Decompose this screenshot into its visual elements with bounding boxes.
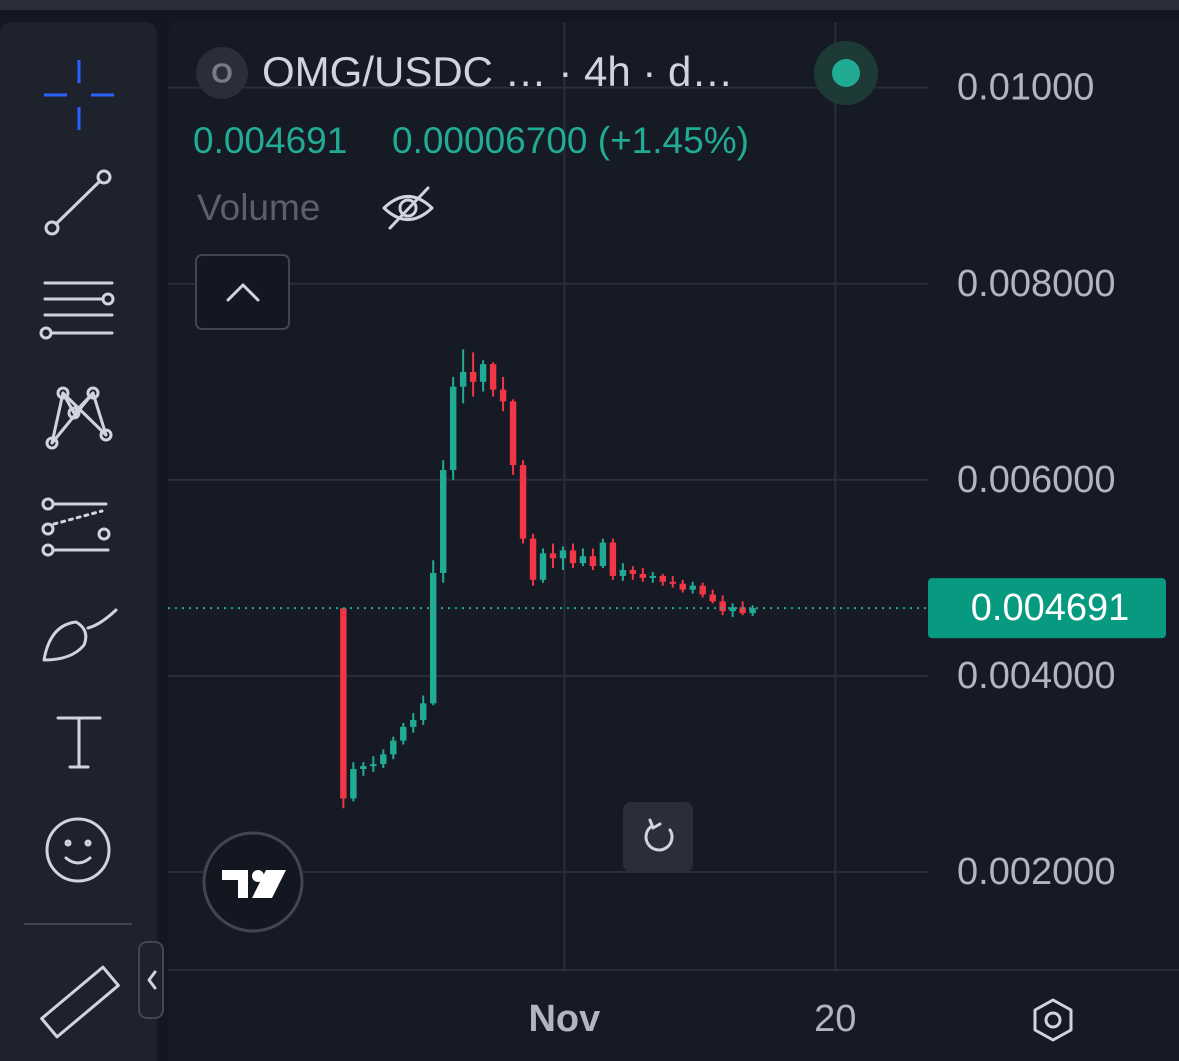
candle-body bbox=[639, 573, 647, 578]
chart-panel bbox=[168, 22, 1179, 1061]
price-tag bbox=[928, 578, 1166, 639]
candle-body bbox=[519, 465, 527, 539]
prediction-tool[interactable] bbox=[41, 497, 111, 557]
hide-indicator[interactable] bbox=[382, 186, 434, 230]
candle-body bbox=[669, 581, 676, 584]
collapse-legend[interactable] bbox=[195, 254, 290, 330]
candle-body bbox=[370, 764, 377, 767]
candle-body bbox=[749, 608, 756, 614]
price-tag-label: 0.004691 bbox=[971, 587, 1130, 629]
candle-body bbox=[380, 754, 387, 765]
candle-body bbox=[420, 703, 427, 721]
collapse-arrow bbox=[147, 970, 157, 990]
candle-body bbox=[549, 553, 557, 559]
chevron-up bbox=[226, 283, 260, 302]
x-tick-label: Nov bbox=[528, 998, 600, 1040]
y-tick-label: 0.01000 bbox=[957, 67, 1094, 109]
candle-body bbox=[569, 550, 577, 564]
price-change: 0.00006700 (+1.45%) bbox=[392, 120, 749, 161]
tv-logo-mark bbox=[222, 870, 286, 898]
candle-body bbox=[430, 572, 437, 704]
symbol-logo-text: O bbox=[211, 57, 233, 88]
text-tool[interactable] bbox=[56, 716, 102, 769]
candle-body bbox=[400, 726, 407, 741]
candle-body bbox=[340, 608, 347, 799]
candle-body bbox=[599, 542, 607, 567]
y-tick-label: 0.002000 bbox=[957, 851, 1116, 893]
candle-body bbox=[449, 386, 457, 471]
candle-body bbox=[479, 364, 487, 382]
candle-body bbox=[360, 766, 367, 770]
candle-body bbox=[659, 575, 666, 582]
candle-body bbox=[709, 594, 716, 602]
candle-body bbox=[589, 556, 597, 567]
candle-body bbox=[579, 556, 587, 564]
candle-body bbox=[390, 740, 397, 755]
pattern-tool[interactable] bbox=[45, 386, 113, 450]
candle-body bbox=[539, 553, 547, 580]
indicator-name[interactable]: Volume bbox=[197, 187, 320, 228]
ruler-tool[interactable] bbox=[40, 965, 120, 1039]
settings-button[interactable] bbox=[1033, 998, 1073, 1042]
last-price: 0.004691 bbox=[193, 120, 347, 161]
tv-logo-dot bbox=[252, 870, 264, 882]
toolbar bbox=[0, 22, 157, 1061]
candle-body bbox=[439, 470, 447, 573]
fib-tool[interactable] bbox=[39, 281, 115, 340]
top-bar bbox=[0, 0, 1179, 10]
candle-body bbox=[609, 542, 617, 576]
candle-body bbox=[489, 364, 497, 390]
candle-body bbox=[729, 607, 736, 612]
candle-body bbox=[410, 720, 417, 727]
symbol-logo bbox=[196, 47, 248, 99]
candle-body bbox=[619, 570, 627, 576]
candle-body bbox=[719, 601, 726, 612]
candle-body bbox=[649, 575, 657, 578]
candle-body bbox=[350, 769, 357, 799]
candle-body bbox=[699, 585, 706, 595]
tv-logo[interactable] bbox=[202, 831, 304, 933]
reset-button[interactable] bbox=[623, 802, 693, 872]
y-tick-label: 0.008000 bbox=[957, 263, 1116, 305]
settings-icon bbox=[1044, 1011, 1062, 1029]
y-tick-label: 0.006000 bbox=[957, 459, 1116, 501]
candle-body bbox=[499, 389, 507, 402]
reset-icon bbox=[644, 818, 674, 852]
symbol-title[interactable]: OMG/USDC … · 4h · d… bbox=[262, 48, 733, 95]
y-tick-label: 0.004000 bbox=[957, 655, 1116, 697]
crosshair-tool[interactable] bbox=[44, 60, 114, 130]
x-tick-label: 20 bbox=[814, 998, 856, 1040]
trendline-tool[interactable] bbox=[44, 169, 112, 236]
candle-body bbox=[559, 550, 567, 559]
candle-body bbox=[689, 585, 696, 590]
plot: 0.01000 0.008000 0.006000 0.004000 0.002000 N… bbox=[168, 22, 1179, 1040]
candle-body bbox=[529, 538, 537, 580]
candle-body bbox=[739, 607, 746, 614]
emoji-tool[interactable] bbox=[45, 817, 111, 883]
candle-body bbox=[469, 371, 477, 382]
collapse-toolbar[interactable] bbox=[138, 941, 164, 1019]
candle-body bbox=[679, 583, 686, 590]
candle-body bbox=[629, 570, 637, 574]
candle-body bbox=[509, 401, 517, 466]
market-status-dot bbox=[832, 59, 860, 87]
candle-body bbox=[459, 371, 467, 387]
brush-tool[interactable] bbox=[42, 608, 118, 662]
